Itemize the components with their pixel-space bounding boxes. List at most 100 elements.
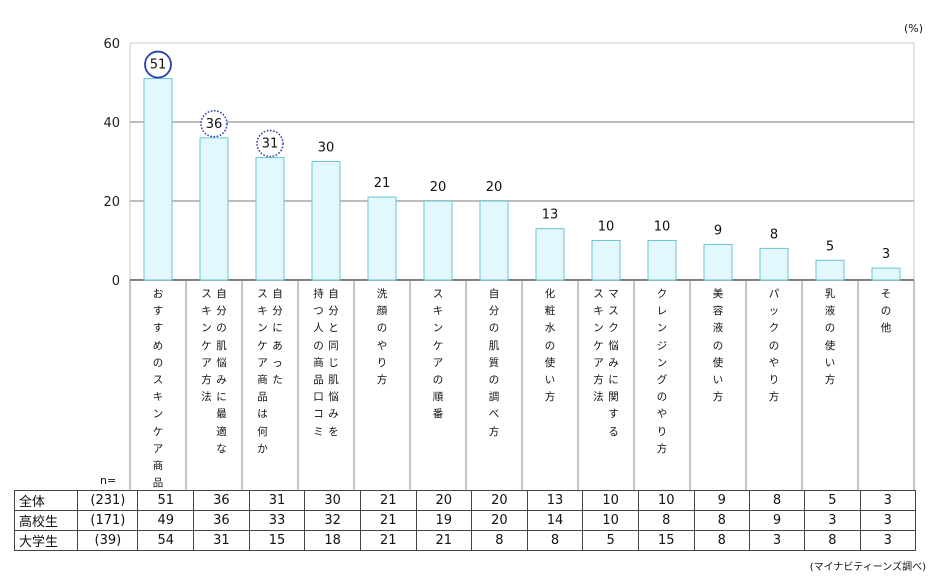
category-label-char: す xyxy=(608,408,619,421)
table-cell: 8 xyxy=(526,530,584,551)
category-label-char: 方 xyxy=(656,442,668,455)
y-tick-label: 60 xyxy=(103,37,120,52)
table-cell: 10 xyxy=(582,510,639,531)
table-cell: 21 xyxy=(359,510,417,531)
category-label-char: コ xyxy=(313,408,324,421)
data-label: 30 xyxy=(318,141,335,156)
category-label-char: り xyxy=(768,373,780,386)
category-label-column: クレンジングのやり方 xyxy=(656,286,668,458)
category-label-char: 方 xyxy=(488,425,500,438)
category-label-char: ス xyxy=(201,288,212,300)
data-label: 51 xyxy=(150,58,167,73)
category-label: 乳液の使い方 xyxy=(810,286,850,389)
category-label-char: 品 xyxy=(152,477,164,490)
bar xyxy=(143,78,173,281)
category-label-char: 悩 xyxy=(608,339,619,352)
highlight-circle xyxy=(256,129,284,158)
category-label-column: スキンケア方法 xyxy=(593,286,605,441)
category-label-char: の xyxy=(152,356,164,369)
category-label-char: 液 xyxy=(824,305,836,318)
category-label-char: レ xyxy=(656,305,668,318)
category-label-char: ス xyxy=(257,288,268,300)
category-label-column: スキンケア方法 xyxy=(201,286,213,458)
category-label-char: そ xyxy=(880,288,892,300)
table-cell: 18 xyxy=(304,530,361,551)
category-label: 自分と同じ肌悩みを持つ人の商品口コミ xyxy=(306,286,346,441)
category-label-char: 分 xyxy=(488,305,500,318)
table-cell: 8 xyxy=(748,490,806,511)
category-label-char: 方 xyxy=(544,391,556,404)
category-label-char: ケ xyxy=(593,339,604,352)
category-label-char: ッ xyxy=(768,305,780,318)
table-cell: 9 xyxy=(693,490,750,511)
table-cell: 13 xyxy=(526,490,584,511)
category-label-char: あ xyxy=(272,339,283,352)
category-label-char: ス xyxy=(593,288,604,300)
category-label-char: キ xyxy=(432,305,444,318)
category-label-char: の xyxy=(768,339,780,352)
table-cell: 8 xyxy=(637,510,695,531)
y-tick-label: 40 xyxy=(103,116,120,131)
data-label: 21 xyxy=(374,176,391,191)
data-label: 10 xyxy=(598,220,615,235)
category-label-char: 化 xyxy=(544,288,556,300)
category-label-char: め xyxy=(152,339,164,352)
category-label-char: 液 xyxy=(712,322,724,335)
table-cell: 30 xyxy=(304,490,361,511)
category-label-char: ジ xyxy=(656,339,668,352)
category-label-char: 分 xyxy=(216,305,227,318)
category-label-char: 同 xyxy=(328,339,339,352)
unit-label: (%) xyxy=(904,22,924,35)
table-cell: 21 xyxy=(359,490,417,511)
bar xyxy=(423,200,453,281)
data-label: 10 xyxy=(654,220,671,235)
category-label-char: 調 xyxy=(488,391,500,404)
table-cell: 33 xyxy=(248,510,306,531)
table-cell: 3 xyxy=(859,490,917,511)
category-label-char: す xyxy=(152,305,164,318)
category-label-char: 順 xyxy=(432,391,444,404)
category-label-char: い xyxy=(824,356,836,369)
category-label-char: キ xyxy=(593,305,604,318)
data-label: 8 xyxy=(770,227,778,242)
row-label: 高校生 xyxy=(13,510,79,531)
category-label-char: ン xyxy=(257,322,268,335)
table-cell: 54 xyxy=(137,530,195,551)
category-label-char: 肌 xyxy=(328,373,339,386)
y-tick-label: 20 xyxy=(103,195,120,210)
category-label-char: 商 xyxy=(313,356,324,369)
category-label: 自分にあったスキンケア商品は何か xyxy=(250,286,290,458)
category-label-char: キ xyxy=(257,305,268,318)
category-label-char: や xyxy=(768,356,780,369)
category-label: マスク悩みに関するスキンケア方法 xyxy=(586,286,626,441)
category-label-char: ア xyxy=(257,356,268,369)
category-label-char: 洗 xyxy=(376,288,388,300)
table-cell: 10 xyxy=(582,490,639,511)
category-label-char: に xyxy=(272,322,283,335)
category-label-char: 使 xyxy=(712,356,724,369)
highlight-circle xyxy=(144,50,172,79)
table-cell: 51 xyxy=(137,490,195,511)
table-cell: 8 xyxy=(693,510,750,531)
category-label-char: 質 xyxy=(488,356,500,369)
category-label-char: り xyxy=(376,356,388,369)
table-cell: 20 xyxy=(415,490,473,511)
category-label-char: 持 xyxy=(313,288,324,300)
category-label-char: 方 xyxy=(593,373,604,386)
category-label-char: 品 xyxy=(257,391,268,404)
category-label: クレンジングのやり方 xyxy=(642,286,682,458)
row-label: 全体 xyxy=(13,490,79,511)
table-cell: 32 xyxy=(304,510,361,531)
table-cell: 15 xyxy=(637,530,695,551)
category-label-char: や xyxy=(656,408,668,421)
category-label-column: その他 xyxy=(880,286,892,338)
table-cell: 36 xyxy=(193,510,250,531)
data-label: 20 xyxy=(486,180,503,195)
table-cell: 20 xyxy=(471,510,528,531)
category-label-char: す xyxy=(152,322,164,335)
category-label-char: に xyxy=(608,373,619,386)
y-tick-label: 0 xyxy=(112,274,120,289)
data-label: 36 xyxy=(206,117,223,132)
category-label-char: マ xyxy=(608,288,619,300)
row-n: (39) xyxy=(77,530,139,551)
